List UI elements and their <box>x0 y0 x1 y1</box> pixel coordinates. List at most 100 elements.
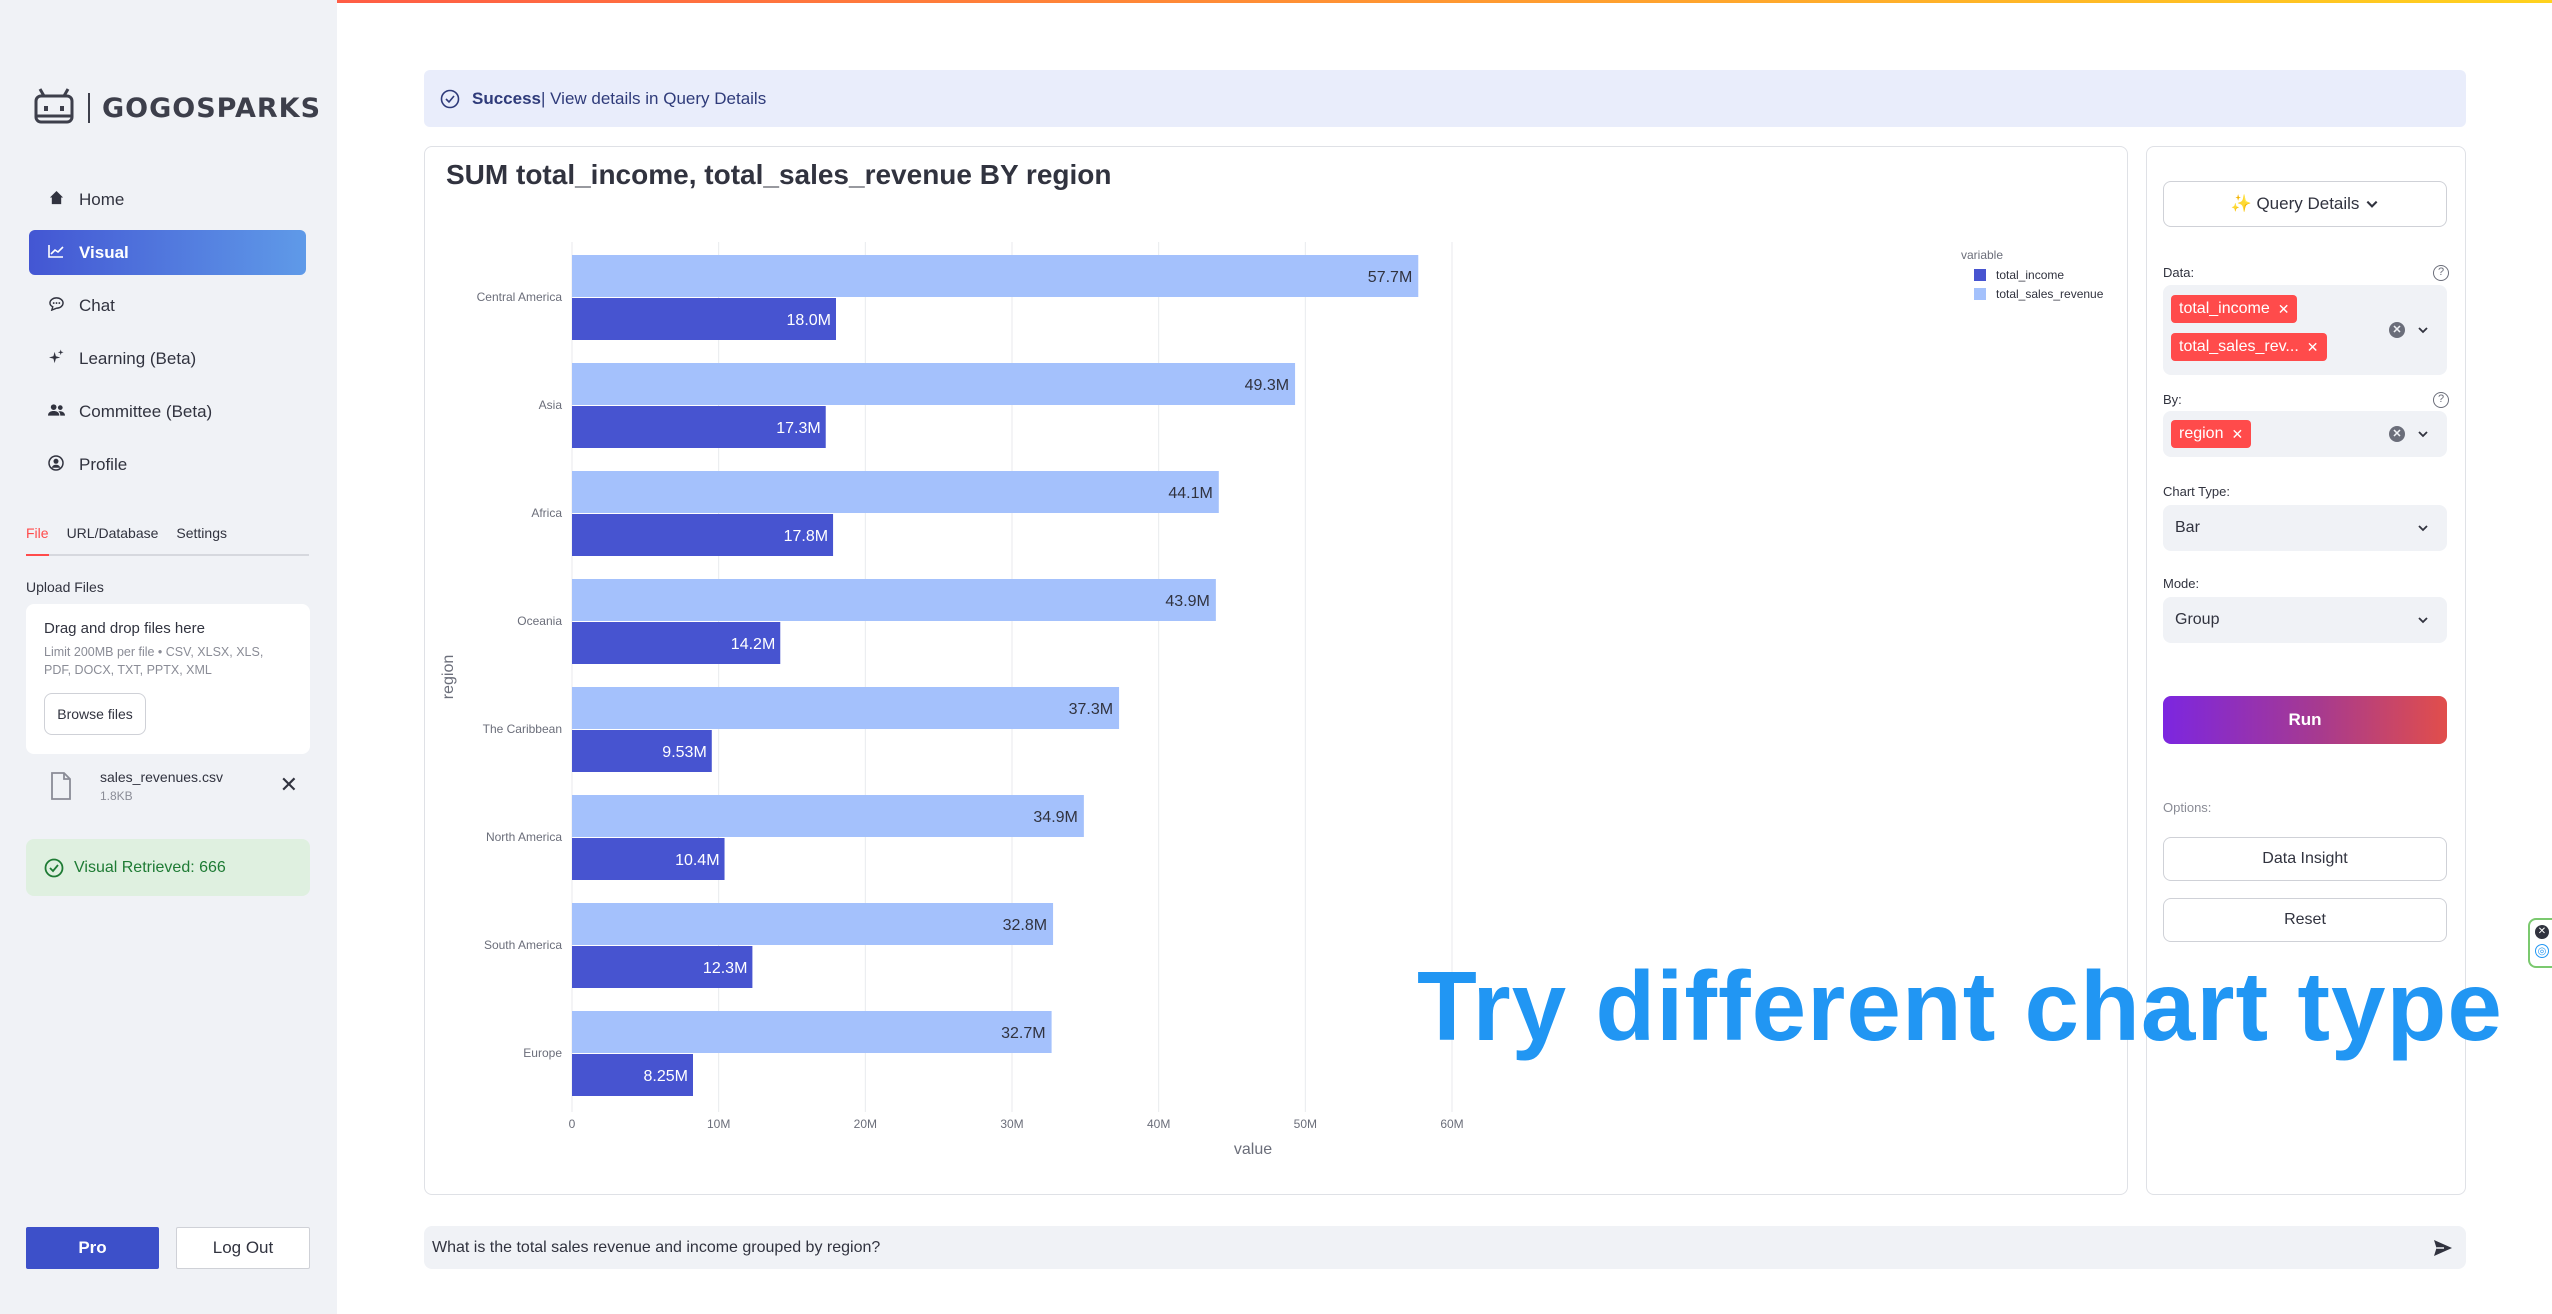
mode-label: Mode: <box>2163 576 2200 591</box>
y-tick-label: Central America <box>477 290 563 304</box>
bar-total-sales-revenue <box>572 471 1219 513</box>
file-name: sales_revenues.csv <box>100 769 223 785</box>
x-tick-label: 40M <box>1147 1117 1170 1131</box>
bar-total-income <box>572 622 781 664</box>
send-icon[interactable] <box>2432 1237 2454 1259</box>
help-icon[interactable]: ? <box>2433 392 2449 408</box>
remove-tag-icon[interactable]: ✕ <box>2306 338 2319 355</box>
data-insight-button[interactable]: Data Insight <box>2163 837 2447 881</box>
sidebar-item-label: Home <box>79 189 125 209</box>
x-tick-label: 50M <box>1294 1117 1317 1131</box>
data-tag: total_income ✕ <box>2171 295 2298 323</box>
file-dropzone[interactable]: Drag and drop files here Limit 200MB per… <box>26 604 310 754</box>
dropzone-limit: Limit 200MB per file • CSV, XLSX, XLS, P… <box>44 645 264 677</box>
y-tick-label: South America <box>484 938 562 952</box>
mode-select[interactable]: Group <box>2163 597 2447 643</box>
close-icon[interactable]: ✕ <box>2535 925 2549 939</box>
bar-total-income <box>572 730 712 772</box>
help-icon[interactable]: ? <box>2433 265 2449 281</box>
data-label: 32.8M <box>1003 917 1047 934</box>
sidebar-item-home[interactable]: Home <box>29 177 306 222</box>
remove-tag-icon[interactable]: ✕ <box>2231 425 2244 442</box>
bar-total-sales-revenue <box>572 795 1084 837</box>
status-alert: Visual Retrieved: 666 <box>26 839 310 896</box>
y-tick-label: Europe <box>523 1046 562 1060</box>
file-size: 1.8KB <box>100 789 133 803</box>
data-label: 18.0M <box>787 312 831 329</box>
sidebar-item-visual[interactable]: Visual <box>29 230 306 275</box>
data-tag: total_sales_rev... ✕ <box>2171 333 2327 361</box>
tab-url-database[interactable]: URL/Database <box>66 525 159 541</box>
data-multiselect[interactable]: total_income ✕ total_sales_rev... ✕ ✕ <box>2163 285 2447 375</box>
users-icon <box>45 403 67 421</box>
legend-swatch <box>1974 288 1986 300</box>
app-name: GOGOSPARKS <box>102 92 322 124</box>
data-label: 8.25M <box>644 1068 688 1085</box>
legend-label: total_sales_revenue <box>1996 287 2104 301</box>
data-label: 9.53M <box>662 744 706 761</box>
sidebar-item-learning[interactable]: Learning (Beta) <box>29 336 306 381</box>
logout-button[interactable]: Log Out <box>176 1227 310 1269</box>
chat-input[interactable]: What is the total sales revenue and inco… <box>424 1226 2466 1269</box>
options-label: Options: <box>2163 800 2212 815</box>
chevron-down-icon <box>2367 200 2378 208</box>
sidebar-item-label: Committee (Beta) <box>79 401 213 421</box>
legend-label: total_income <box>1996 268 2064 282</box>
remove-tag-icon[interactable]: ✕ <box>2277 300 2290 317</box>
bar-chart[interactable]: 0 10M 20M 30M 40M 50M 60M value region Central Am… <box>425 147 2129 1196</box>
y-axis-title: region <box>440 655 457 699</box>
legend-swatch <box>1974 269 1986 281</box>
success-banner: Success | View details in Query Details <box>424 70 2466 127</box>
edge-widget[interactable]: ✕ ◎ <box>2528 918 2552 968</box>
browse-files-button[interactable]: Browse files <box>44 693 146 735</box>
banner-text: | View details in Query Details <box>541 88 767 108</box>
clear-icon[interactable]: ✕ <box>2389 426 2405 442</box>
chart-line-icon <box>45 244 67 262</box>
x-tick-label: 0 <box>569 1117 576 1131</box>
x-tick-label: 30M <box>1000 1117 1023 1131</box>
check-circle-icon <box>440 89 460 108</box>
data-label: 17.3M <box>776 420 820 437</box>
remove-file-close-icon[interactable]: ✕ <box>279 772 298 797</box>
reset-button[interactable]: Reset <box>2163 898 2447 942</box>
chart-type-label: Chart Type: <box>2163 484 2230 499</box>
chevron-down-icon <box>2418 525 2428 532</box>
tab-settings[interactable]: Settings <box>176 525 227 541</box>
sidebar-item-profile[interactable]: Profile <box>29 442 306 487</box>
chevron-down-icon <box>2418 617 2428 624</box>
bar-total-sales-revenue <box>572 255 1419 297</box>
clear-icon[interactable]: ✕ <box>2389 322 2405 338</box>
dropzone-title: Drag and drop files here <box>44 620 205 637</box>
sidebar-item-label: Visual <box>79 242 129 262</box>
pro-button[interactable]: Pro <box>26 1227 159 1269</box>
status-text: Visual Retrieved: 666 <box>74 858 226 876</box>
data-label: 17.8M <box>784 528 828 545</box>
sidebar-item-chat[interactable]: Chat <box>29 283 306 328</box>
sidebar-item-committee[interactable]: Committee (Beta) <box>29 389 306 434</box>
query-details-button[interactable]: ✨ Query Details <box>2163 181 2447 227</box>
chat-icon <box>45 296 67 315</box>
chevron-down-icon[interactable] <box>2417 428 2429 440</box>
by-label: By: <box>2163 392 2182 407</box>
data-label: 34.9M <box>1033 809 1077 826</box>
data-label: 12.3M <box>703 960 747 977</box>
home-icon <box>45 190 67 209</box>
app-logo: GOGOSPARKS <box>32 86 321 130</box>
chart-type-hint-overlay: Try different chart type <box>1417 951 2503 1061</box>
x-tick-label: 20M <box>854 1117 877 1131</box>
chevron-down-icon[interactable] <box>2417 324 2429 336</box>
y-tick-label: North America <box>486 830 562 844</box>
data-label: 10.4M <box>675 852 719 869</box>
sidebar-item-label: Learning (Beta) <box>79 348 197 368</box>
upload-label: Upload Files <box>26 579 104 595</box>
chart-type-select[interactable]: Bar <box>2163 505 2447 551</box>
widget-icon[interactable]: ◎ <box>2535 944 2549 958</box>
file-icon <box>51 772 71 800</box>
data-label: 44.1M <box>1168 485 1212 502</box>
by-multiselect[interactable]: region ✕ ✕ <box>2163 411 2447 457</box>
tab-file[interactable]: File <box>26 520 49 556</box>
source-tabs: File URL/Database Settings <box>26 520 309 556</box>
run-button[interactable]: Run <box>2163 696 2447 744</box>
legend-title: variable <box>1961 248 2003 262</box>
sparkle-icon <box>45 349 67 368</box>
